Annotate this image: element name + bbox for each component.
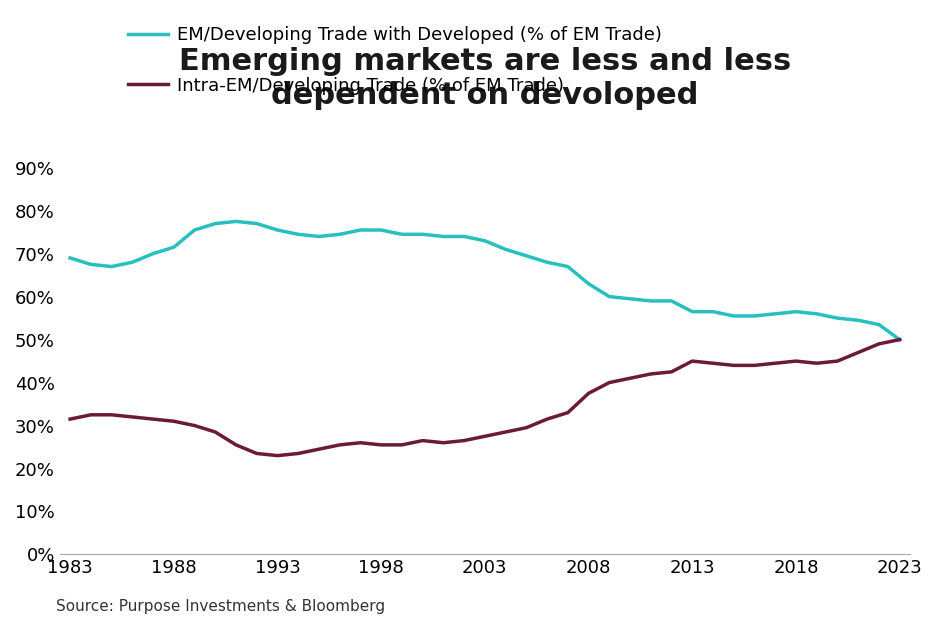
Text: Source: Purpose Investments & Bloomberg: Source: Purpose Investments & Bloomberg (56, 599, 386, 614)
Legend: EM/Developing Trade with Developed (% of EM Trade), Intra-EM/Developing Trade (%: EM/Developing Trade with Developed (% of… (129, 27, 662, 95)
Title: Emerging markets are less and less
dependent on devoloped: Emerging markets are less and less depen… (178, 48, 791, 110)
